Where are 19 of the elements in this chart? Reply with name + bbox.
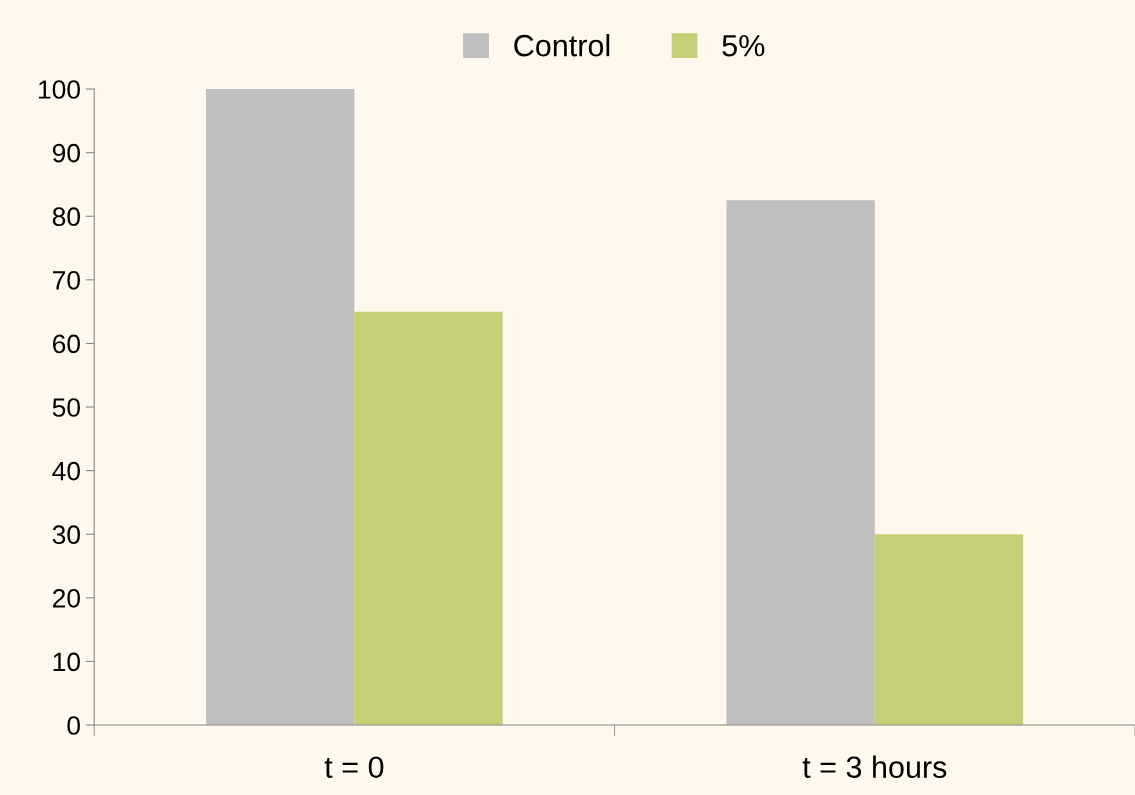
- legend-label: 5%: [722, 34, 765, 57]
- y-tick-label: 90: [52, 143, 80, 163]
- y-tick-label: 100: [39, 80, 80, 99]
- bar: [874, 534, 1024, 726]
- y-tick-label: 80: [52, 207, 80, 227]
- bar: [354, 311, 503, 726]
- y-tick-label: 10: [53, 652, 80, 672]
- y-tick-label: 0: [67, 716, 80, 735]
- y-tick-label: 70: [53, 270, 80, 290]
- x-tick-label: t = 0: [324, 756, 384, 779]
- bar: [726, 200, 875, 726]
- x-tick-label: t = 3 hours: [802, 755, 947, 779]
- y-tick-label: 50: [52, 398, 80, 417]
- y-tick-label: 20: [52, 588, 80, 608]
- legend-label: Control: [514, 34, 610, 57]
- y-tick-label: 60: [53, 334, 80, 354]
- y-tick-label: 30: [52, 525, 80, 545]
- y-tick-label: 40: [52, 461, 80, 481]
- bar: [206, 89, 355, 726]
